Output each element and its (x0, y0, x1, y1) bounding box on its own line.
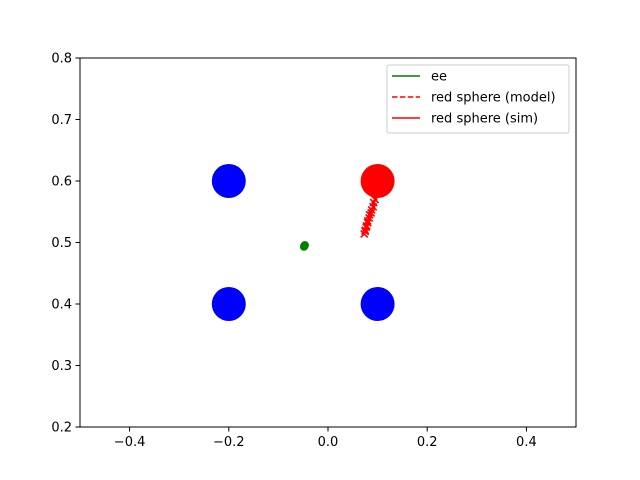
x-tick-label-0: −0.4 (114, 435, 146, 450)
legend: ee red sphere (model) red sphere (sim) (386, 64, 570, 134)
axes: −0.4 −0.2 0.0 0.2 0.4 0.2 0.3 0.4 0.5 0.6 0.7 0.8 (51, 52, 577, 450)
series-0 (299, 241, 309, 251)
y-tick-label-0: 0.2 (51, 421, 72, 436)
sphere-marker-3 (360, 164, 395, 198)
series-2-point-3 (367, 208, 376, 218)
sphere-marker-2 (360, 287, 395, 321)
series-2-point-2 (369, 202, 378, 211)
x-tick-label-2: 0.0 (318, 435, 339, 450)
sphere-marker-0 (211, 164, 246, 198)
legend-label-2: red sphere (sim) (431, 112, 538, 127)
x-tick-label-1: −0.2 (213, 435, 245, 450)
x-tick-label-3: 0.2 (417, 435, 438, 450)
y-tick-label-6: 0.8 (51, 52, 72, 67)
series-2 (361, 186, 382, 236)
legend-label-0: ee (431, 70, 447, 85)
legend-label-1: red sphere (model) (431, 91, 556, 106)
series-1-point-7 (360, 229, 369, 238)
series-2-point-0 (373, 186, 382, 195)
y-tick-label-1: 0.3 (51, 359, 72, 374)
series-2-point-1 (371, 195, 380, 204)
y-tick-label-5: 0.7 (51, 113, 72, 128)
x-tick-label-4: 0.4 (516, 435, 537, 450)
y-tick-label-2: 0.4 (51, 298, 72, 313)
series-2-point-4 (365, 213, 374, 222)
plot-marks (211, 164, 395, 321)
series-2-point-7 (361, 227, 370, 236)
series-0-point-7 (300, 241, 309, 250)
legend-box (386, 64, 570, 134)
y-tick-label-4: 0.6 (51, 175, 72, 190)
y-tick-label-3: 0.5 (51, 236, 72, 251)
sphere-marker-1 (211, 287, 246, 321)
